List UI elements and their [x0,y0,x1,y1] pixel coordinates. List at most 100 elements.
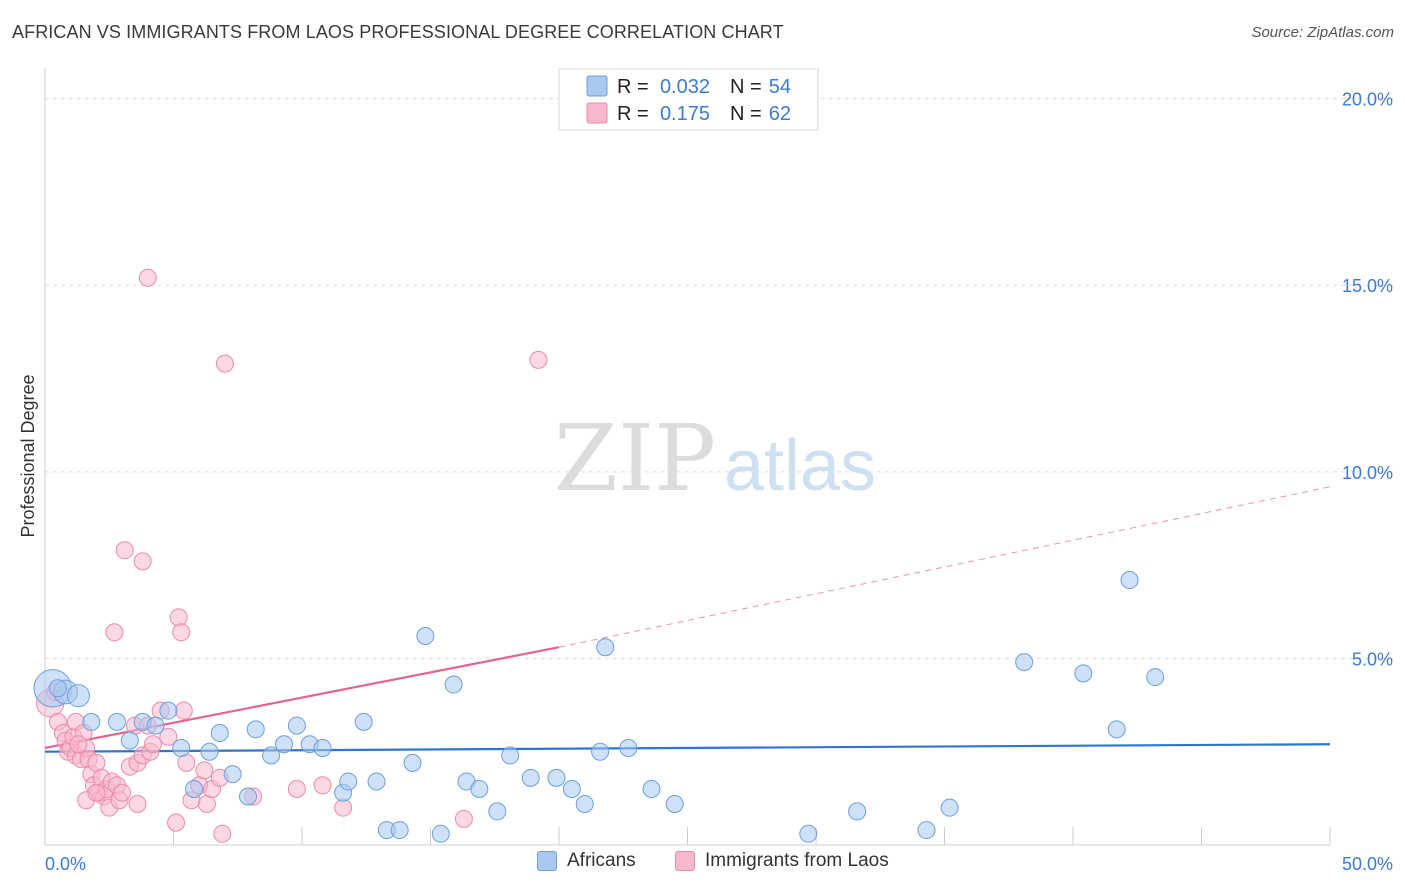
africans-point [120,731,139,750]
legend-swatch-immigrants-from-laos [586,102,608,124]
africans-point [416,627,435,646]
x-tick-labels: 0.0% 50.0% [45,854,1393,874]
laos-point [197,794,216,813]
africans-point [575,794,594,813]
africans-point [339,772,358,791]
africans-point [66,684,90,708]
laos-point [128,794,147,813]
series-immigrants-from-laos [36,268,548,843]
africans-point [390,821,409,840]
africans-point [275,735,294,754]
laos-point [115,541,134,560]
laos-point [213,824,232,843]
africans-point [940,798,959,817]
laos-point [69,735,88,754]
legend-swatch-africans [586,75,608,97]
africans-point [107,712,126,731]
africans-point [82,712,101,731]
africans-point [596,638,615,657]
legend-r-label-africans: R = [617,76,649,98]
laos-point [113,783,132,802]
africans-point [547,768,566,787]
laos-point [313,776,332,795]
watermark: ZIP atlas [554,405,876,512]
africans-point [313,738,332,757]
laos-point [87,783,106,802]
laos-point [195,761,214,780]
laos-point [174,701,193,720]
legend-r-laos: 0.175 [660,103,710,125]
africans-point [210,724,229,743]
africans-point [1146,668,1165,687]
africans-point [848,802,867,821]
laos-point [172,623,191,642]
legend-r-africans: 0.032 [660,76,710,98]
bottom-legend: Africans Immigrants from Laos [0,850,1406,878]
africans-point [239,787,258,806]
bottom-legend-label-laos: Immigrants from Laos [705,850,889,871]
africans-point [431,824,450,843]
africans-point [917,821,936,840]
trend-lines [44,486,1331,753]
laos-point [133,552,152,571]
africans-point [1107,720,1126,739]
africans-point [799,824,818,843]
y-axis-label: Professional Degree [18,374,38,537]
legend-n-africans: 54 [769,76,791,98]
laos-point [215,354,234,373]
y-tick-label: 5.0% [1352,649,1393,669]
legend-n-laos: 62 [769,103,791,125]
legend-r-label-laos: R = [617,103,649,125]
africans-point [146,716,165,735]
gridlines [45,98,1395,659]
africans-point [262,746,281,765]
bottom-legend-item-africans: Africans [537,850,636,872]
africans-point [246,720,265,739]
y-tick-labels: 5.0% 10.0% 15.0% 20.0% [1342,90,1393,670]
bottom-legend-swatch-laos [675,851,695,871]
laos-point [287,780,306,799]
africans-point [48,679,67,698]
africans-point [665,794,684,813]
watermark-atlas: atlas [724,426,876,506]
africans-point [562,780,581,799]
bottom-legend-item-laos: Immigrants from Laos [675,850,889,872]
legend-n-label-africans: N = [730,76,762,98]
africans-point [367,772,386,791]
y-tick-label: 10.0% [1342,463,1393,483]
laos-point [169,608,188,627]
legend-n-label-laos: N = [730,103,762,125]
bottom-legend-swatch-africans [537,851,557,871]
laos-point [105,623,124,642]
laos-point [143,735,162,754]
y-tick-label: 15.0% [1342,276,1393,296]
series-africans [33,571,1165,843]
africans-point [470,780,489,799]
laos-point [177,753,196,772]
laos-point [529,350,548,369]
laos-point [454,809,473,828]
laos-point [87,753,106,772]
africans-point [287,716,306,735]
africans-point [501,746,520,765]
x-tick-label-min: 0.0% [45,854,86,874]
africans-point [619,738,638,757]
africans-point [521,768,540,787]
africans-point [172,738,191,757]
legend: R = 0.032 N = 54 R = 0.175 N = 62 [558,68,819,131]
africans-point [591,742,610,761]
y-tick-label: 20.0% [1342,90,1393,110]
x-tick-label-max: 50.0% [1342,854,1393,874]
africans-point [159,701,178,720]
laos-point [167,813,186,832]
africans-point [488,802,507,821]
laos-point [138,268,157,287]
chart-source: Source: ZipAtlas.com [1251,24,1394,41]
trend-line-africans [44,743,1331,753]
africans-point [185,780,204,799]
watermark-zip: ZIP [554,405,716,512]
bottom-legend-label-africans: Africans [567,850,636,871]
africans-point [1074,664,1093,683]
africans-point [444,675,463,694]
